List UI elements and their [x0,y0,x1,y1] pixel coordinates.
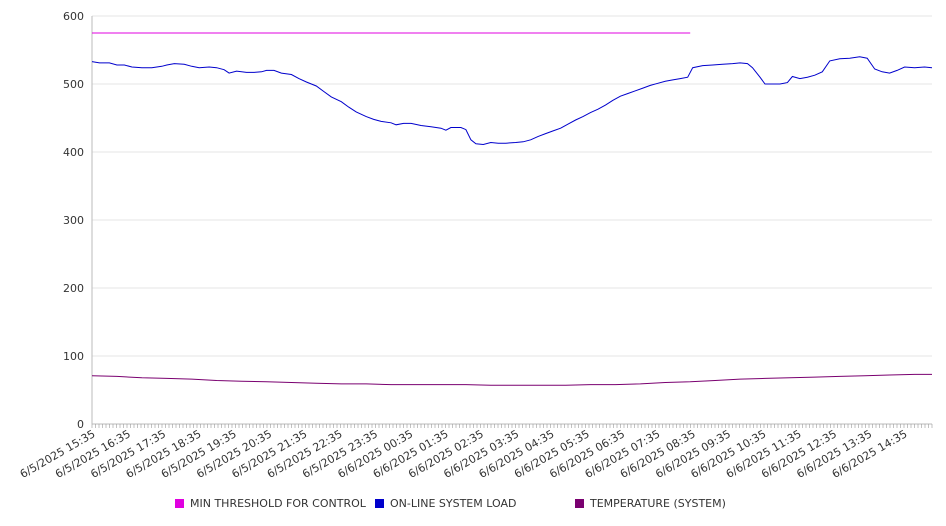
y-tick-label: 600 [63,10,84,23]
legend: MIN THRESHOLD FOR CONTROL ON-LINE SYSTEM… [0,497,946,515]
y-axis: 0 100 200 300 400 500 600 [63,10,93,431]
y-tick-label: 500 [63,78,84,91]
legend-item-temperature: TEMPERATURE (SYSTEM) [575,497,726,510]
legend-label-min-threshold: MIN THRESHOLD FOR CONTROL [190,497,366,510]
series-lines [91,32,933,386]
y-tick-label: 200 [63,282,84,295]
legend-swatch-system-load [375,499,384,508]
legend-swatch-min-threshold [175,499,184,508]
y-tick-label: 0 [77,418,84,431]
y-tick-label: 400 [63,146,84,159]
system-load-line [91,56,933,146]
y-tick-label: 100 [63,350,84,363]
temperature-line [91,373,932,386]
legend-swatch-temperature [575,499,584,508]
gridlines [92,15,932,357]
legend-item-min-threshold: MIN THRESHOLD FOR CONTROL [175,497,366,510]
legend-label-temperature: TEMPERATURE (SYSTEM) [590,497,726,510]
x-axis: 6/5/2025 15:356/5/2025 16:356/5/2025 17:… [18,423,933,481]
y-tick-label: 300 [63,214,84,227]
legend-item-system-load: ON-LINE SYSTEM LOAD [375,497,516,510]
legend-label-system-load: ON-LINE SYSTEM LOAD [390,497,517,510]
